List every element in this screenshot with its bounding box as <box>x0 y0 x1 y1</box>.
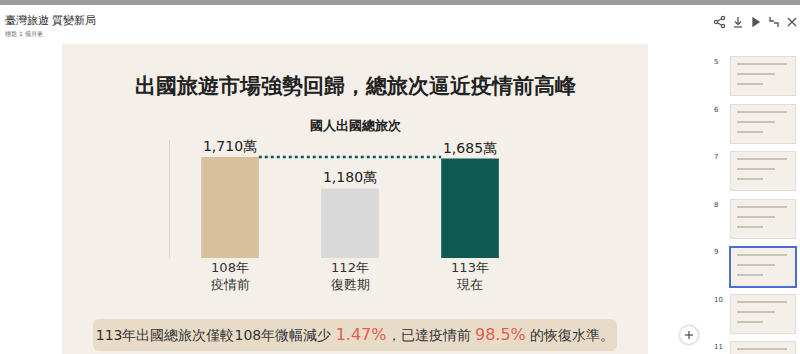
html-text:5: 5 <box>714 58 719 66</box>
svg-text:108年疫情前: 108年疫情前 <box>211 260 250 292</box>
html-text:113年出國總旅次僅較108年微幅減少1.47%，已達疫情前: 113年出國總旅次僅較108年微幅減少1.47%，已達疫情前98.5%的恢復水準… <box>95 325 615 344</box>
html-text:國人出國總旅次: 國人出國總旅次 <box>309 118 401 133</box>
svg-text:1,180萬: 1,180萬 <box>323 169 377 185</box>
svg-text:1,685萬: 1,685萬 <box>443 140 497 156</box>
svg-text:113年現在: 113年現在 <box>451 260 489 292</box>
html-text:10: 10 <box>714 295 723 304</box>
html-text:標題 1 個月更: 標題 1 個月更 <box>5 30 43 37</box>
html-text:臺灣旅遊 質變新局: 臺灣旅遊 質變新局 <box>5 14 97 27</box>
svg-text:112年復甦期: 112年復甦期 <box>331 260 370 292</box>
html-text:出國旅遊市場強勢回歸，總旅次逼近疫情前高峰: 出國旅遊市場強勢回歸，總旅次逼近疫情前高峰 <box>134 74 576 98</box>
html-text:11: 11 <box>714 343 723 351</box>
html-text:7: 7 <box>714 153 719 161</box>
svg-text:1,710萬: 1,710萬 <box>203 138 257 154</box>
html-text:9: 9 <box>714 248 719 256</box>
html-text:6: 6 <box>714 105 719 114</box>
html-text:8: 8 <box>714 200 719 209</box>
